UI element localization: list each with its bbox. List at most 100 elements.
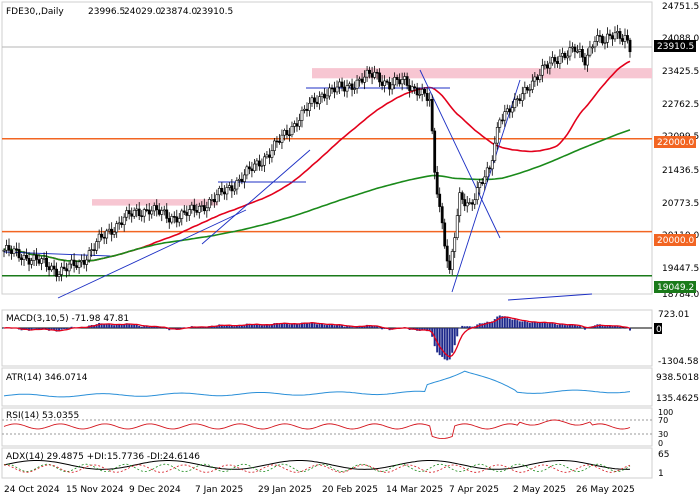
candle-body xyxy=(87,250,91,261)
candle-body xyxy=(598,35,602,37)
candle-body xyxy=(152,205,156,212)
macd-bar xyxy=(336,325,339,328)
macd-bar xyxy=(103,324,106,328)
candle-body xyxy=(445,245,449,262)
price-tick: 21436.5 xyxy=(662,166,699,176)
candle-body xyxy=(485,167,489,178)
macd-bar xyxy=(363,325,366,328)
atr-title: ATR(14) 346.0714 xyxy=(6,373,88,383)
price-tick: 24751.5 xyxy=(662,2,699,12)
macd-bar xyxy=(318,323,321,328)
macd-bar xyxy=(3,328,5,329)
candle-body xyxy=(328,87,331,97)
candle-body xyxy=(473,199,477,205)
macd-bar xyxy=(133,324,136,328)
rsi-tick: 100 xyxy=(658,408,673,417)
candle-body xyxy=(348,83,351,87)
candle-body xyxy=(490,160,494,170)
candle-body xyxy=(616,31,619,34)
candle-body xyxy=(370,73,374,78)
candle-body xyxy=(390,84,394,90)
candle-body xyxy=(75,265,79,268)
symbol-title: FDE30,,Daily xyxy=(6,7,64,17)
candle-body xyxy=(425,92,429,101)
macd-bar xyxy=(255,323,258,328)
macd-bar xyxy=(558,324,561,328)
candle-body xyxy=(95,241,99,251)
candle-body xyxy=(420,89,424,95)
macd-bar xyxy=(300,322,303,328)
candle-body xyxy=(288,134,291,137)
macd-bar xyxy=(566,325,569,328)
candle-body xyxy=(57,274,61,277)
candle-body xyxy=(505,108,509,112)
macd-bar xyxy=(573,325,576,328)
candle-body xyxy=(82,260,86,265)
candle-body xyxy=(110,228,114,235)
macd-bar xyxy=(310,322,313,328)
candle-body xyxy=(488,167,492,170)
candle-body xyxy=(626,35,629,41)
ma-slow-line xyxy=(3,129,631,263)
macd-bar xyxy=(240,325,243,328)
macd-bar xyxy=(333,325,336,328)
candle-body xyxy=(430,99,434,132)
candle-body xyxy=(565,55,569,59)
candle-body xyxy=(333,87,336,93)
candle-body xyxy=(443,222,447,247)
candle-body xyxy=(345,85,349,92)
candle-body xyxy=(513,99,517,109)
macd-bar xyxy=(328,324,331,328)
macd-bar xyxy=(483,322,486,328)
candle-body xyxy=(405,76,409,86)
candle-body xyxy=(52,265,56,270)
candle-body xyxy=(60,266,63,275)
candle-body xyxy=(40,258,43,264)
candle-body xyxy=(232,188,236,192)
candle-body xyxy=(185,212,189,216)
candle-body xyxy=(340,81,344,88)
candle-body xyxy=(435,172,439,195)
macd-bar xyxy=(298,323,301,328)
macd-bar xyxy=(150,326,153,328)
macd-bar xyxy=(165,328,168,329)
macd-bar xyxy=(493,319,496,328)
candle-body xyxy=(30,260,33,265)
candle-body xyxy=(10,250,13,254)
candle-body xyxy=(190,204,194,210)
date-tick: 20 Feb 2025 xyxy=(322,485,378,495)
macd-bar xyxy=(160,327,163,329)
candle-body xyxy=(132,210,136,217)
macd-bar xyxy=(481,323,484,328)
macd-bar xyxy=(258,324,261,328)
macd-bar xyxy=(583,328,586,330)
macd-bar xyxy=(313,323,316,328)
candle-body xyxy=(127,210,131,215)
macd-bar xyxy=(110,324,113,328)
candle-body xyxy=(122,216,126,226)
macd-bar xyxy=(531,322,534,328)
trendline xyxy=(451,79,521,293)
macd-bar xyxy=(143,326,146,328)
candle-body xyxy=(403,76,407,80)
candle-body xyxy=(365,69,369,78)
macd-bar xyxy=(118,324,121,328)
candle-body xyxy=(458,192,462,216)
candle-body xyxy=(205,207,209,212)
candle-body xyxy=(528,89,532,91)
candle-body xyxy=(318,96,321,105)
macd-bar xyxy=(421,328,424,330)
macd-bar xyxy=(123,324,126,328)
trendline xyxy=(507,293,593,301)
macd-bar xyxy=(498,315,501,328)
macd-bar xyxy=(608,325,611,328)
candle-body xyxy=(483,176,487,184)
macd-bar xyxy=(125,323,128,328)
trendline xyxy=(201,149,311,245)
candle-body xyxy=(468,202,472,204)
candle-body xyxy=(25,254,28,259)
candle-body xyxy=(383,80,387,86)
macd-bar xyxy=(93,325,96,328)
candle-body xyxy=(533,76,537,82)
